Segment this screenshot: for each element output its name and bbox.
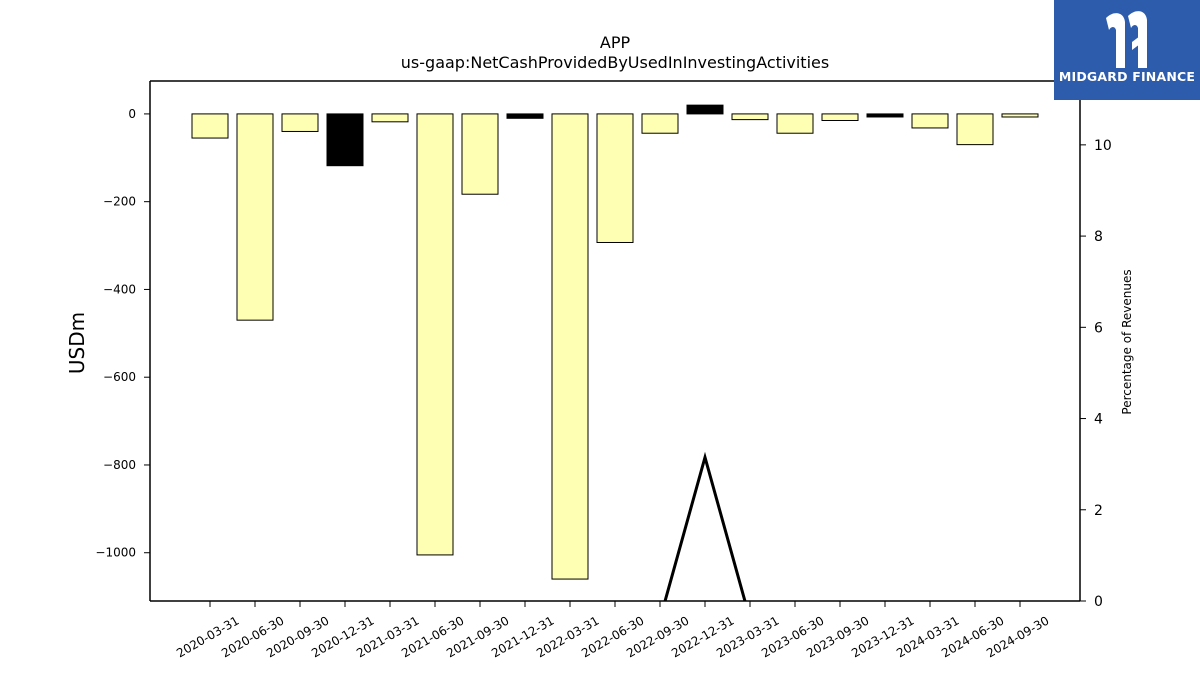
- line-group: [663, 451, 747, 601]
- bar-2023-03-31: [731, 113, 769, 121]
- brand-logo: MIDGARD FINANCE: [1054, 0, 1200, 100]
- bar-2022-03-31: [551, 113, 589, 580]
- chart-title: APP: [600, 33, 631, 52]
- bars-group: [191, 104, 1039, 580]
- y-tick-label: −600: [103, 370, 136, 384]
- y2-tick-label: 10: [1094, 138, 1112, 154]
- y-tick-label: −1000: [95, 546, 136, 560]
- y2-tick-label: 0: [1094, 594, 1103, 610]
- bar-2023-09-30: [821, 113, 859, 121]
- y2-tick-label: 8: [1094, 229, 1103, 245]
- bar-2021-03-31: [371, 113, 409, 123]
- bar-2022-12-31: [686, 104, 724, 115]
- bar-2023-12-31: [866, 113, 904, 118]
- y-tick-label: −200: [103, 195, 136, 209]
- bar-2020-12-31: [326, 113, 364, 167]
- bar-2020-06-30: [236, 113, 274, 321]
- bar-2021-09-30: [461, 113, 499, 195]
- bar-2022-09-30: [641, 113, 679, 134]
- bar-2024-09-30: [1001, 113, 1039, 118]
- bar-2023-06-30: [776, 113, 814, 134]
- y-tick-label: 0: [128, 107, 136, 121]
- brand-name: MIDGARD FINANCE: [1058, 69, 1196, 84]
- y-tick-label: −800: [103, 458, 136, 472]
- y-axis-label: USDm: [65, 312, 89, 374]
- y2-tick-label: 6: [1094, 320, 1103, 336]
- y2-tick-label: 4: [1094, 412, 1103, 428]
- bar-2022-06-30: [596, 113, 634, 243]
- y2-axis-label: Percentage of Revenues: [1120, 269, 1134, 414]
- bar-2020-03-31: [191, 113, 229, 139]
- percentage-line: [663, 451, 747, 601]
- y2-tick-label: 2: [1094, 503, 1103, 519]
- bar-2021-12-31: [506, 113, 544, 119]
- bar-2024-06-30: [956, 113, 994, 146]
- logo-mark-icon: [1106, 11, 1147, 69]
- bar-2021-06-30: [416, 113, 454, 556]
- y-tick-label: −400: [103, 282, 136, 296]
- bar-2024-03-31: [911, 113, 949, 129]
- chart-subtitle: us-gaap:NetCashProvidedByUsedInInvesting…: [401, 53, 829, 72]
- bar-2020-09-30: [281, 113, 319, 132]
